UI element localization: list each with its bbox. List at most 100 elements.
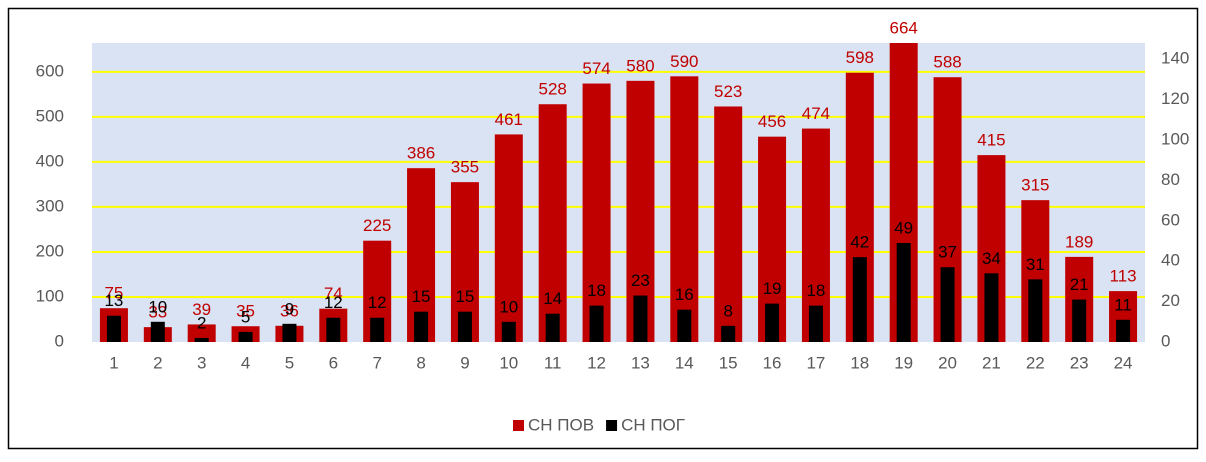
bar xyxy=(633,295,648,342)
y2-tick-label: 20 xyxy=(1161,291,1180,310)
data-label: 19 xyxy=(763,279,782,298)
data-label: 386 xyxy=(407,144,435,163)
bar xyxy=(282,323,297,342)
bar xyxy=(984,273,999,342)
data-label: 15 xyxy=(455,287,474,306)
bar xyxy=(670,76,699,342)
bar xyxy=(538,104,567,342)
y2-tick-label: 0 xyxy=(1161,331,1170,350)
data-label: 34 xyxy=(982,249,1001,268)
y-tick-label: 100 xyxy=(36,286,64,305)
bar xyxy=(494,134,523,342)
data-label: 10 xyxy=(148,297,167,316)
bar xyxy=(414,311,429,342)
data-label: 37 xyxy=(938,243,957,262)
x-tick-label: 11 xyxy=(544,353,562,372)
data-label: 474 xyxy=(802,104,830,123)
data-label: 31 xyxy=(1026,255,1045,274)
y2-tick-label: 40 xyxy=(1161,251,1180,270)
data-label: 75 xyxy=(104,284,123,303)
data-label: 664 xyxy=(890,18,918,37)
y-tick-label: 500 xyxy=(36,106,64,125)
x-tick-label: 20 xyxy=(938,353,957,372)
x-tick-label: 1 xyxy=(109,353,118,372)
data-label: 415 xyxy=(977,131,1005,150)
bar xyxy=(150,321,165,342)
x-tick-label: 5 xyxy=(285,353,294,372)
x-tick-label: 3 xyxy=(197,353,206,372)
x-tick-label: 8 xyxy=(416,353,425,372)
data-label: 10 xyxy=(499,297,518,316)
x-tick-label: 10 xyxy=(499,353,518,372)
x-tick-label: 15 xyxy=(719,353,738,372)
data-label: 15 xyxy=(412,287,431,306)
data-label: 189 xyxy=(1065,232,1093,251)
data-label: 42 xyxy=(850,233,869,252)
data-label: 5 xyxy=(241,307,250,326)
y-tick-label: 200 xyxy=(36,241,64,260)
data-label: 12 xyxy=(368,293,387,312)
data-label: 355 xyxy=(451,158,479,177)
data-label: 528 xyxy=(539,80,567,99)
data-label: 18 xyxy=(587,281,606,300)
bar xyxy=(501,321,516,342)
data-label: 315 xyxy=(1021,176,1049,195)
legend-label: СН ПОГ xyxy=(621,415,685,434)
y-tick-label: 400 xyxy=(36,151,64,170)
x-tick-label: 13 xyxy=(631,353,650,372)
data-label: 23 xyxy=(631,271,650,290)
data-label: 113 xyxy=(1110,267,1137,286)
y2-tick-label: 100 xyxy=(1161,129,1189,148)
bar xyxy=(852,257,867,342)
y2-tick-label: 140 xyxy=(1161,49,1189,68)
data-label: 588 xyxy=(933,53,961,72)
data-label: 11 xyxy=(1114,295,1132,314)
bar xyxy=(187,324,216,342)
bar xyxy=(106,315,121,342)
x-tick-label: 18 xyxy=(850,353,869,372)
bar xyxy=(896,243,911,342)
data-label: 14 xyxy=(543,289,562,308)
data-label: 39 xyxy=(192,300,211,319)
bar xyxy=(194,337,209,342)
bar xyxy=(940,267,955,342)
data-label: 16 xyxy=(675,285,694,304)
bar xyxy=(1072,299,1087,342)
x-tick-label: 7 xyxy=(372,353,381,372)
data-label: 580 xyxy=(626,56,654,75)
bar xyxy=(545,313,560,342)
legend-label: СН ПОВ xyxy=(528,415,594,434)
bar xyxy=(326,317,341,342)
plot-area xyxy=(92,43,1145,342)
data-label: 574 xyxy=(582,59,610,78)
legend-swatch xyxy=(513,420,524,431)
y2-tick-label: 60 xyxy=(1161,210,1180,229)
data-label: 33 xyxy=(148,303,167,322)
y-tick-label: 0 xyxy=(55,331,64,350)
x-tick-label: 21 xyxy=(982,353,1001,372)
data-label: 21 xyxy=(1070,275,1089,294)
data-label: 49 xyxy=(894,218,913,237)
x-tick-label: 14 xyxy=(675,353,694,372)
bar xyxy=(808,305,823,342)
x-tick-label: 16 xyxy=(763,353,782,372)
data-label: 523 xyxy=(714,82,742,101)
data-label: 8 xyxy=(723,301,732,320)
bar xyxy=(589,305,604,342)
data-label: 598 xyxy=(846,48,874,67)
x-tick-label: 9 xyxy=(460,353,469,372)
y-tick-label: 300 xyxy=(36,196,64,215)
x-tick-label: 22 xyxy=(1026,353,1045,372)
data-label: 13 xyxy=(104,291,123,310)
x-tick-label: 23 xyxy=(1070,353,1089,372)
bar xyxy=(238,331,253,342)
data-label: 225 xyxy=(363,216,391,235)
bar xyxy=(1028,279,1043,342)
bar xyxy=(714,106,743,343)
y-tick-label: 600 xyxy=(36,61,64,80)
x-tick-label: 6 xyxy=(329,353,338,372)
data-label: 456 xyxy=(758,112,786,131)
data-label: 9 xyxy=(285,299,294,318)
x-tick-label: 19 xyxy=(894,353,913,372)
